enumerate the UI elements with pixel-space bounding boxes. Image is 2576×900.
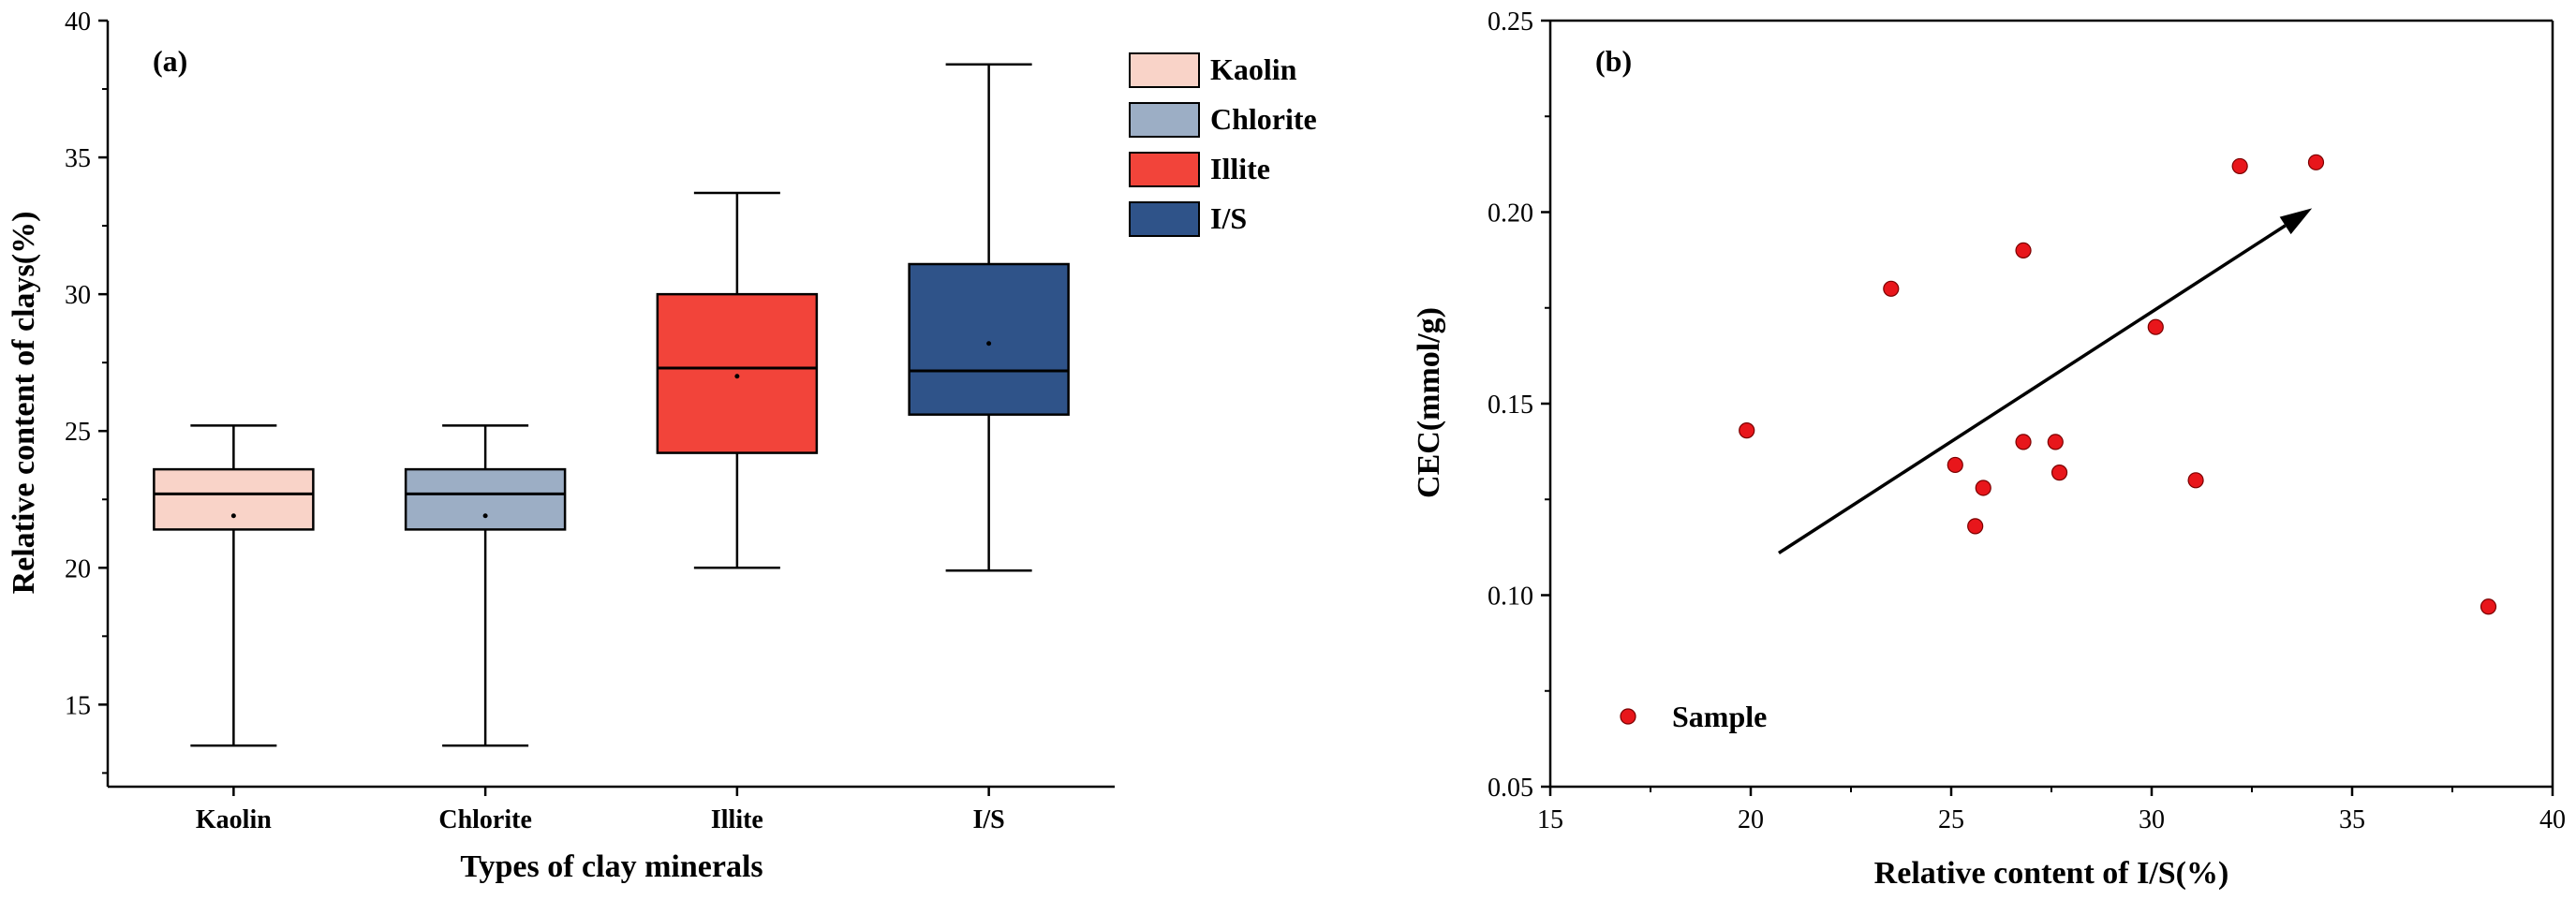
legend-label: Kaolin <box>1210 52 1297 86</box>
box-0 <box>153 467 315 531</box>
sample-point <box>2050 465 2068 481</box>
legend-marker-sample <box>1620 708 1636 725</box>
x-axis-title-b: Relative content of I/S(%) <box>1874 856 2229 891</box>
legend-b: Sample <box>1620 700 1767 733</box>
sample-point <box>2147 318 2164 335</box>
box-3 <box>908 262 1070 416</box>
legend-swatch <box>1129 102 1200 138</box>
axes-a: 15 20 25 30 35 40 Kaolin Chlorite Illite I/S <box>65 7 1115 834</box>
legend-label: Illite <box>1210 152 1270 185</box>
x-tick-label-a: Kaolin <box>196 805 272 834</box>
sample-point <box>2015 434 2032 450</box>
sample-point <box>1739 422 1755 439</box>
box-1 <box>404 467 567 531</box>
y-tick-label-a: 15 <box>65 691 91 720</box>
y-tick-label-b: 0.20 <box>1488 199 1533 229</box>
box-group <box>153 63 1070 747</box>
sample-point <box>1947 456 1963 474</box>
legend-label: I/S <box>1210 201 1247 235</box>
y-tick-label-b: 0.10 <box>1488 583 1533 612</box>
legend-label-sample: Sample <box>1672 700 1767 733</box>
x-axis-title-a: Types of clay minerals <box>460 849 762 884</box>
box-2 <box>656 292 819 454</box>
y-tick-label-b: 0.25 <box>1488 7 1533 37</box>
legend-swatch <box>1129 201 1200 237</box>
axes-b: 15 20 25 30 35 40 0.05 0.10 0.15 0.20 0.25 <box>1488 7 2566 834</box>
sample-point <box>1883 280 1900 297</box>
x-tick-label-b: 20 <box>1738 805 1764 834</box>
x-tick-label-b: 30 <box>2139 805 2165 834</box>
x-tick-label-a: Illite <box>711 805 763 834</box>
x-tick-label-b: 25 <box>1938 805 1964 834</box>
x-tick-label-a: Chlorite <box>438 805 532 834</box>
y-tick-label-a: 35 <box>65 144 91 173</box>
legend-swatch <box>1129 152 1200 187</box>
mean-marker <box>230 513 236 519</box>
trend-arrow <box>1778 208 2313 554</box>
mean-marker <box>986 341 992 347</box>
y-tick-label-a: 40 <box>65 7 91 37</box>
y-axis-title-b: CEC(mmol/g) <box>1412 307 1446 498</box>
trend-arrow-head <box>2279 208 2313 235</box>
y-tick-label-b: 0.05 <box>1488 774 1533 803</box>
y-tick-label-a: 30 <box>65 281 91 310</box>
sample-point <box>1975 480 1991 496</box>
mean-marker <box>482 513 488 519</box>
sample-point <box>2231 157 2248 175</box>
sample-point <box>2307 154 2325 170</box>
sample-point <box>1967 518 1984 535</box>
y-axis-title-a: Relative content of clays(%) <box>7 212 41 595</box>
sample-point <box>2015 242 2032 258</box>
x-tick-label-b: 35 <box>2339 805 2365 834</box>
legend-label: Chlorite <box>1210 102 1317 136</box>
scatter-panel: (b) 15 20 25 30 35 40 0.05 0.10 0.15 0.20 0.25 Sam… <box>1412 7 2566 891</box>
panel-label-a: (a) <box>153 44 187 78</box>
y-tick-label-a: 20 <box>65 554 91 583</box>
sample-point <box>2047 434 2064 450</box>
y-tick-label-b: 0.15 <box>1488 391 1533 420</box>
trend-arrow-shaft <box>1778 224 2287 554</box>
panel-label-b: (b) <box>1595 44 1632 78</box>
mean-marker <box>734 374 740 379</box>
x-tick-label-a: I/S <box>973 805 1005 834</box>
y-tick-label-a: 25 <box>65 418 91 447</box>
sample-point <box>2187 472 2204 489</box>
sample-point <box>2480 598 2497 615</box>
legend-swatch <box>1129 52 1200 88</box>
x-tick-label-b: 15 <box>1537 805 1563 834</box>
legend-a: Kaolin Chlorite Illite I/S <box>1129 52 1317 237</box>
x-tick-label-b: 40 <box>2539 805 2566 834</box>
scatter-points <box>1739 154 2497 615</box>
